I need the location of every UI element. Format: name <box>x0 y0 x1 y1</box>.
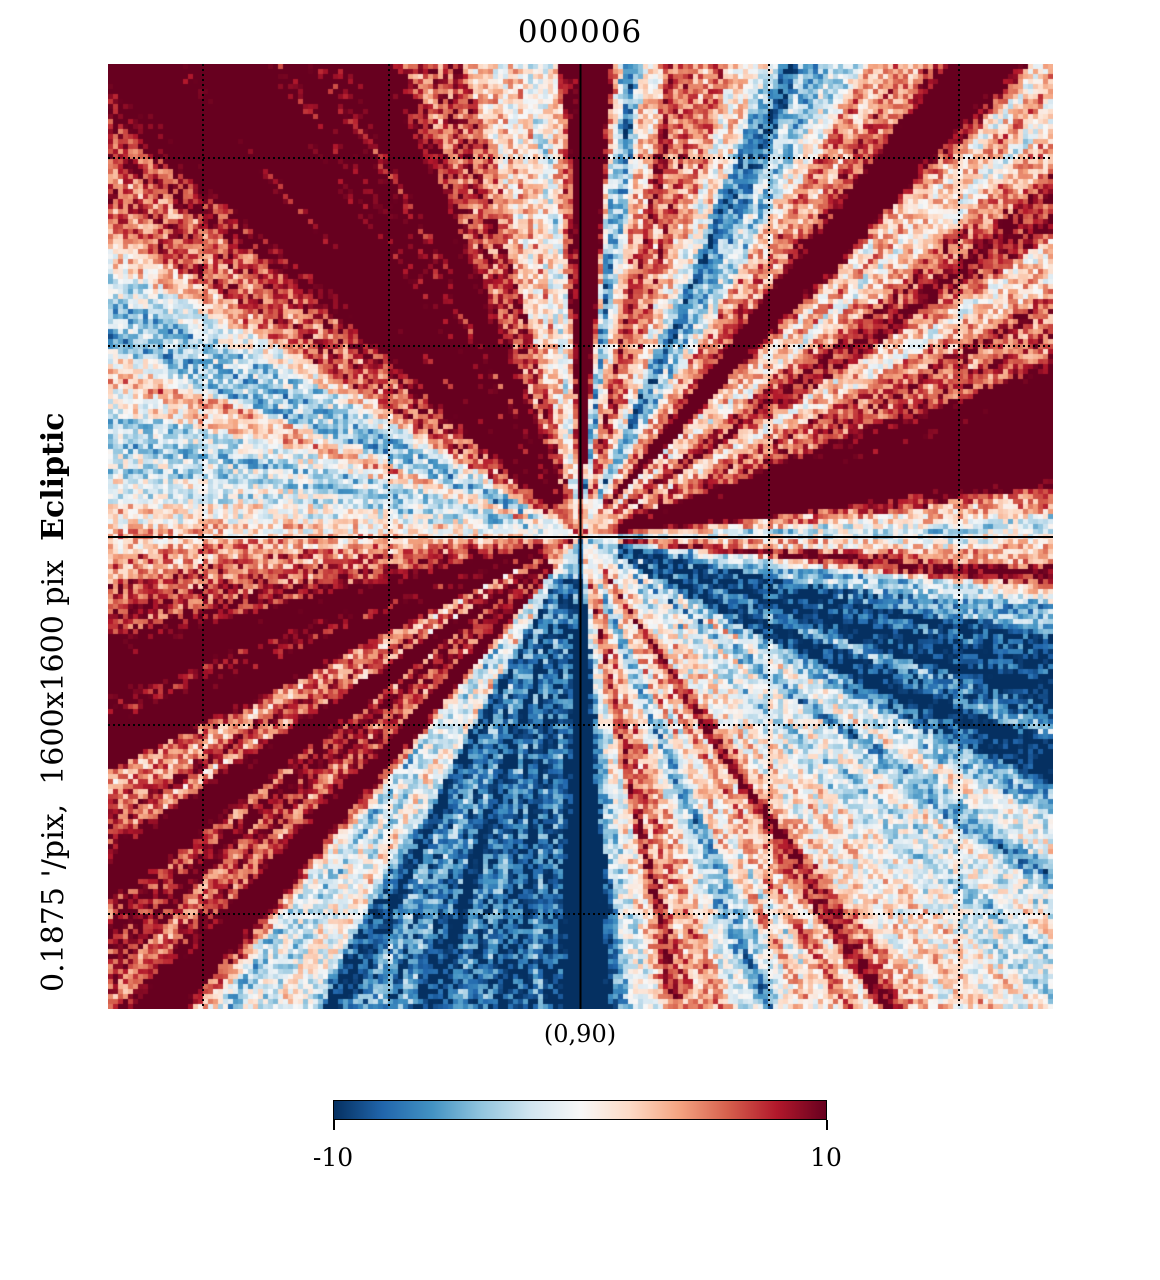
projection-info-label: 0.1875 '/pix, 1600x1600 pix Ecliptic <box>36 412 71 992</box>
colorbar <box>333 1100 827 1120</box>
map-graticule <box>108 64 1053 1009</box>
colorbar-tick-max <box>826 1120 828 1130</box>
colorbar-max-label: 10 <box>810 1143 842 1172</box>
gnomonic-map[interactable] <box>108 64 1053 1009</box>
size-label: 1600x1600 pix <box>36 559 71 785</box>
coord-system-label: Ecliptic <box>36 412 71 541</box>
projection-center-label: (0,90) <box>543 1020 617 1048</box>
resolution-label: 0.1875 '/pix, <box>36 803 71 992</box>
map-title: 000006 <box>517 14 643 50</box>
colorbar-min-label: -10 <box>312 1143 354 1172</box>
colorbar-tick-min <box>333 1120 335 1130</box>
side-labels: 0.1875 '/pix, 1600x1600 pix Ecliptic <box>0 0 120 1040</box>
